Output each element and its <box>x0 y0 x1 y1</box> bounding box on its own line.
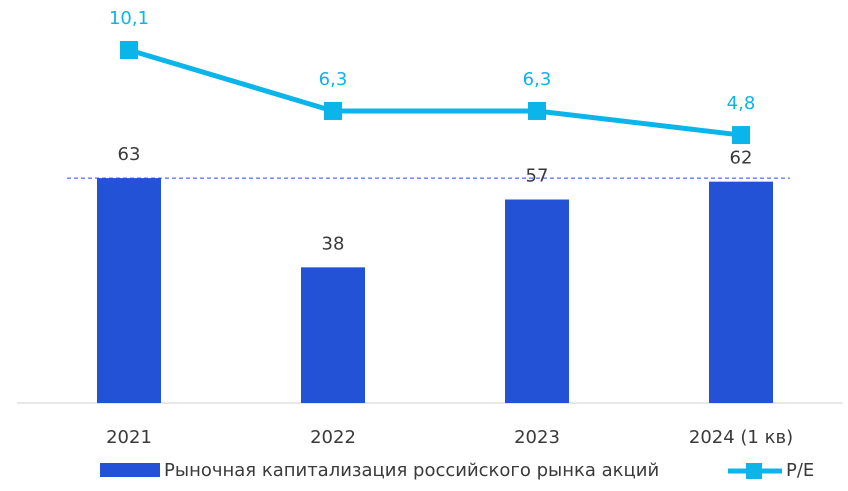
line-marker <box>120 41 138 60</box>
legend-label: P/E <box>786 460 814 481</box>
x-tick-label: 2022 <box>310 427 356 448</box>
bar-value-label: 62 <box>730 148 753 169</box>
line-value-label: 6,3 <box>523 69 552 90</box>
line-value-label: 10,1 <box>109 8 149 29</box>
bar <box>97 178 161 403</box>
line-marker <box>732 126 750 145</box>
bar-value-label: 38 <box>322 233 345 254</box>
x-tick-label: 2023 <box>514 427 560 448</box>
legend-label: Рыночная капитализация российского рынка… <box>164 460 659 481</box>
line-value-label: 6,3 <box>319 69 348 90</box>
x-tick-label: 2021 <box>106 427 152 448</box>
bar <box>301 267 365 403</box>
legend-swatch <box>100 463 160 477</box>
bar <box>709 181 773 403</box>
line-marker <box>324 101 342 120</box>
line-marker <box>528 101 546 120</box>
line-value-label: 4,8 <box>727 93 756 114</box>
bar-value-label: 57 <box>526 166 549 187</box>
x-tick-label: 2024 (1 кв) <box>689 427 793 448</box>
bar-value-label: 63 <box>118 144 141 165</box>
line <box>128 47 742 138</box>
bar <box>505 199 569 403</box>
legend-swatch <box>746 463 762 479</box>
